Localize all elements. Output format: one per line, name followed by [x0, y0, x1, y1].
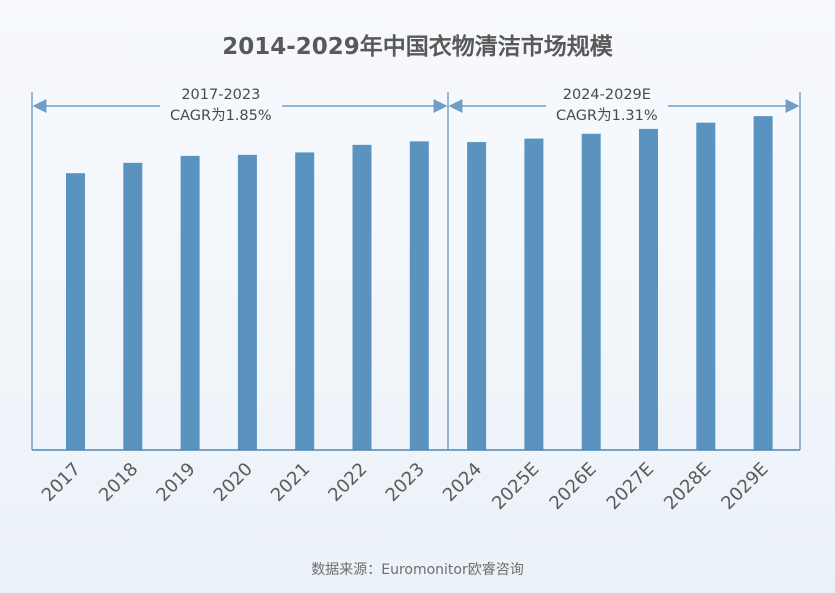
period-range: 2024-2029E	[562, 87, 651, 103]
period-range: 2017-2023	[181, 87, 261, 103]
x-tick-label: 2022	[324, 459, 371, 506]
x-tick-label: 2017	[38, 459, 85, 506]
x-tick-label: 2024	[439, 459, 486, 506]
x-tick-label: 2018	[95, 459, 142, 506]
bar-2029E	[753, 116, 773, 451]
chart-title: 2014-2029年中国衣物清洁市场规模	[222, 34, 613, 60]
x-tick-label: 2027E	[603, 459, 658, 514]
x-tick-label: 2028E	[660, 459, 715, 514]
bar-2018	[123, 162, 143, 450]
x-tick-label: 2023	[382, 459, 429, 506]
bar-2026E	[581, 133, 601, 451]
bar-2025E	[524, 138, 544, 450]
bar-2020	[237, 154, 257, 450]
bar-2022	[352, 144, 372, 450]
period-label-2024-2029e: 2024-2029E CAGR为1.31%	[546, 85, 668, 127]
x-tick-label: 2026E	[545, 459, 600, 514]
bar-2017	[66, 173, 85, 450]
x-tick-label: 2020	[210, 459, 257, 506]
bar-series	[66, 116, 773, 451]
x-tick-label: 2029E	[717, 459, 772, 514]
period-cagr: CAGR为1.31%	[556, 108, 658, 124]
bar-2028E	[696, 122, 716, 451]
source-note: 数据来源：Euromonitor欧睿咨询	[311, 562, 524, 578]
bar-2021	[295, 152, 315, 450]
bar-2019	[180, 155, 200, 450]
period-label-2017-2023: 2017-2023 CAGR为1.85%	[160, 85, 282, 127]
x-tick-label: 2019	[152, 459, 199, 506]
x-tick-labels: 2017 2018 2019 2020 2021 2022 2023 2024 2025E 202…	[38, 459, 773, 514]
period-cagr: CAGR为1.85%	[170, 108, 272, 124]
bar-2023	[409, 141, 429, 451]
bar-2024	[467, 142, 487, 450]
x-tick-label: 2025E	[488, 459, 543, 514]
bar-2027E	[639, 128, 658, 451]
x-tick-label: 2021	[267, 459, 314, 506]
